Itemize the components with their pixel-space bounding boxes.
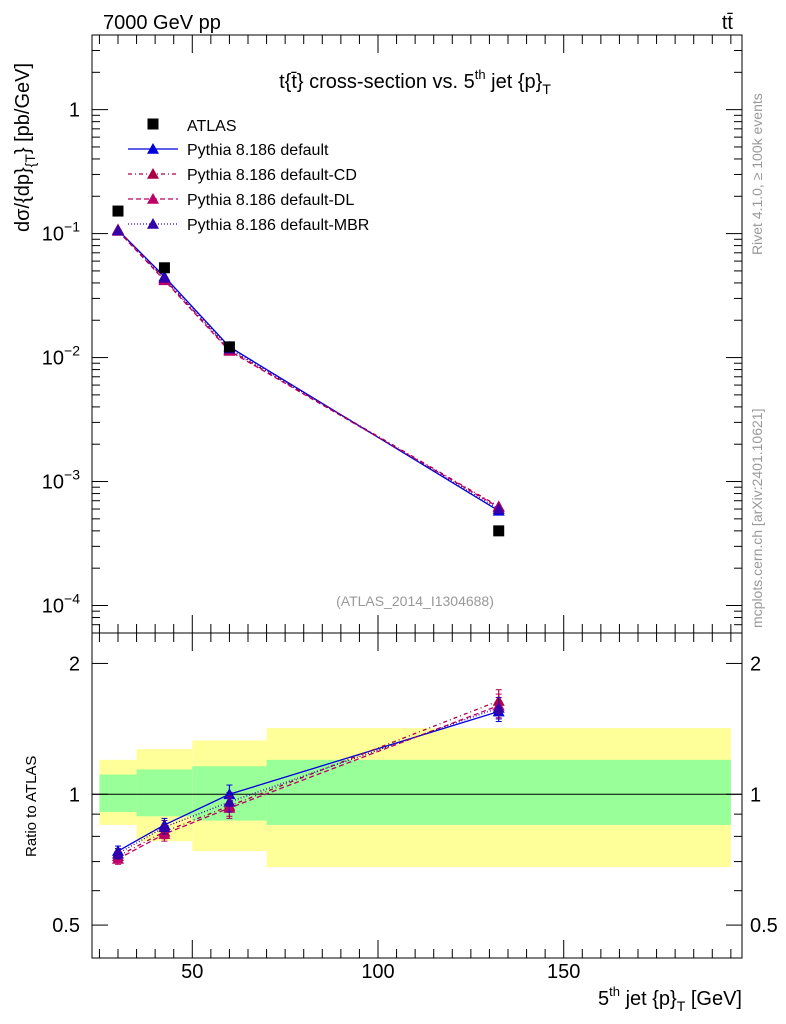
x-axis-label-main: 5: [598, 988, 609, 1010]
x-tick-label: 50: [181, 961, 203, 983]
main-series-point: [112, 224, 124, 236]
legend-marker-atlas: [147, 118, 159, 130]
x-axis-label: 5th jet {p}T [GeV]: [598, 984, 742, 1014]
ratio-ticks: [92, 633, 742, 958]
tick-label-exponent: −2: [64, 343, 80, 359]
x-axis-label-superscript: th: [609, 984, 620, 999]
x-axis-label-unit: [GeV]: [685, 988, 742, 1010]
main-series-point: [158, 271, 171, 283]
y-axis-label-tail: } [pb/GeV]: [12, 63, 34, 154]
chart-title-subscript: T: [542, 81, 551, 97]
ratio-y-axis-label: Ratio to ATLAS: [23, 756, 40, 857]
ratio-plot: 2 2 1 1 0.5 0.5 50 100 150 Ratio to ATLAS 5th je…: [23, 632, 778, 1014]
legend-marker: [147, 193, 159, 204]
main-series-line: [117, 229, 500, 507]
main-y-tick-label: 10−1: [42, 219, 80, 246]
legend: ATLAS Pythia 8.186 default Pythia 8.186 de…: [128, 118, 369, 234]
uncertainty-bands: [99, 728, 731, 868]
legend-label: Pythia 8.186 default-DL: [187, 192, 354, 209]
main-ticks: [92, 34, 742, 634]
uncertainty-band-inner: [136, 769, 193, 817]
ratio-y-tick-label-right: 1: [750, 784, 761, 806]
atlas-data-point: [223, 341, 235, 353]
tick-label-exponent: −4: [64, 590, 80, 606]
legend-marker: [147, 143, 159, 154]
ratio-y-tick-label-right: 0.5: [750, 915, 778, 937]
legend-label: Pythia 8.186 default-CD: [187, 167, 357, 184]
tick-label-base: 10: [42, 472, 64, 494]
x-axis-label-middle: jet {p}: [620, 988, 677, 1010]
process-label: tt̄: [722, 12, 734, 34]
main-series-line: [117, 230, 500, 510]
energy-label: 7000 GeV pp: [103, 12, 221, 34]
chart-title-superscript: th: [475, 67, 486, 82]
ratio-tick-labels: 2 2 1 1 0.5 0.5 50 100 150: [52, 653, 778, 983]
chart-title: t{t̄} cross-section vs. 5th jet {p}T: [279, 67, 551, 97]
chart-title-middle: jet {p}: [486, 71, 543, 93]
tick-label-base: 10: [42, 224, 64, 246]
analysis-watermark: (ATLAS_2014_I1304688): [336, 593, 494, 609]
side-label-bottom: mcplots.cern.ch [arXiv:2401.10621]: [749, 409, 765, 628]
ratio-y-tick-label-left: 0.5: [52, 915, 80, 937]
legend-marker: [147, 218, 159, 229]
side-label-top: Rivet 4.1.0, ≥ 100k events: [749, 93, 765, 255]
tick-label-base: 1: [69, 100, 80, 122]
ratio-series-line: [117, 700, 499, 857]
uncertainty-band-inner: [99, 774, 137, 813]
main-y-tick-labels: 110−110−210−310−4: [42, 100, 80, 618]
legend-label: Pythia 8.186 default-MBR: [187, 217, 369, 234]
atlas-data-point: [493, 525, 505, 537]
ratio-series-layer: [112, 689, 505, 865]
main-y-tick-label: 10−2: [42, 343, 80, 370]
legend-marker: [147, 168, 159, 179]
ratio-y-tick-label-right: 2: [750, 653, 761, 675]
main-y-tick-label: 10−4: [42, 590, 80, 617]
main-series-line: [117, 229, 500, 512]
x-axis-label-subscript: T: [677, 998, 686, 1014]
ratio-y-tick-label-left: 1: [69, 784, 80, 806]
main-y-axis-label: dσ/{dp}{T} [pb/GeV]: [12, 63, 38, 232]
atlas-data-point: [112, 205, 124, 217]
ratio-series-point: [158, 821, 171, 832]
tick-label-exponent: −1: [64, 219, 80, 235]
legend-label-atlas: ATLAS: [187, 118, 237, 135]
main-y-tick-label: 1: [69, 100, 80, 122]
y-axis-label-main: dσ/{dp}: [12, 167, 34, 232]
uncertainty-band-inner: [266, 759, 731, 825]
x-tick-label: 150: [547, 961, 580, 983]
tick-label-base: 10: [42, 595, 64, 617]
chart-title-main: t{t̄} cross-section vs. 5: [279, 71, 475, 93]
ratio-series-point: [223, 795, 236, 807]
tick-label-base: 10: [42, 348, 64, 370]
main-series-point: [492, 503, 505, 514]
ratio-plot-frame: [91, 632, 743, 959]
main-plot: 110−110−210−310−4 t{t̄} cross-section vs…: [12, 34, 743, 634]
ratio-series-point: [492, 701, 505, 713]
tick-label-exponent: −3: [64, 467, 80, 483]
main-series-layer: [112, 205, 505, 537]
y-axis-label-subscript: {T: [22, 154, 38, 168]
main-y-tick-label: 10−3: [42, 467, 80, 494]
legend-label: Pythia 8.186 default: [187, 142, 329, 159]
ratio-series-line: [117, 704, 499, 860]
x-tick-label: 100: [361, 961, 394, 983]
atlas-data-point: [158, 262, 170, 274]
ratio-y-tick-label-left: 2: [69, 653, 80, 675]
main-series-line: [117, 230, 500, 508]
ratio-series-point: [112, 847, 124, 859]
